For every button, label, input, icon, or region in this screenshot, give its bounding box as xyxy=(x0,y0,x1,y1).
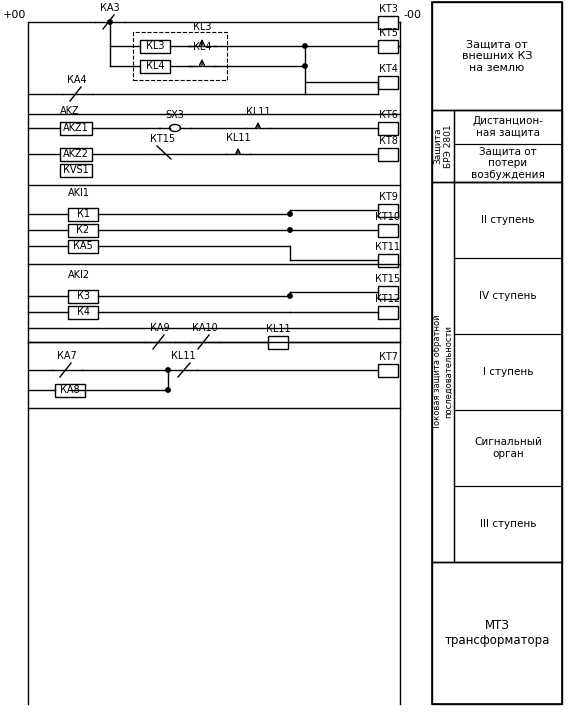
Text: АKZ1: АKZ1 xyxy=(63,123,89,133)
Text: КТ8: КТ8 xyxy=(378,136,398,147)
Bar xyxy=(378,204,398,217)
Text: II ступень: II ступень xyxy=(481,215,534,225)
Bar xyxy=(454,486,562,562)
Text: АKI1: АKI1 xyxy=(68,188,90,198)
Text: КТ3: КТ3 xyxy=(378,4,398,14)
Bar xyxy=(378,15,398,28)
Text: III ступень: III ступень xyxy=(480,519,536,529)
Bar xyxy=(432,110,562,182)
Text: КL4: КL4 xyxy=(146,61,164,71)
Text: КL4: КL4 xyxy=(193,42,211,52)
Bar xyxy=(454,110,562,144)
Text: КТ10: КТ10 xyxy=(375,212,400,222)
Bar xyxy=(68,240,98,253)
Circle shape xyxy=(288,228,292,232)
Bar xyxy=(140,59,170,72)
Text: SX3: SX3 xyxy=(165,110,185,120)
Circle shape xyxy=(166,367,170,373)
Text: КL11: КL11 xyxy=(266,324,290,334)
Text: К4: К4 xyxy=(77,307,90,317)
Text: КТ15: КТ15 xyxy=(375,274,400,284)
Bar xyxy=(60,163,92,176)
Text: КА8: КА8 xyxy=(60,385,80,395)
Bar xyxy=(378,305,398,318)
Bar xyxy=(378,121,398,134)
Bar xyxy=(68,224,98,237)
Bar xyxy=(454,410,562,486)
Text: КТ12: КТ12 xyxy=(375,295,400,305)
Bar xyxy=(378,285,398,298)
Text: К2: К2 xyxy=(77,225,90,235)
Bar xyxy=(432,2,562,110)
Bar xyxy=(268,336,288,349)
Text: КL3: КL3 xyxy=(193,22,211,32)
Text: I ступень: I ступень xyxy=(483,367,533,377)
Circle shape xyxy=(108,19,112,25)
Text: +00: +00 xyxy=(3,10,26,20)
Bar xyxy=(378,363,398,376)
Bar xyxy=(454,182,562,258)
Bar xyxy=(378,76,398,89)
Text: Токовая защита обратной
последовательности: Токовая защита обратной последовательнос… xyxy=(433,314,453,430)
Text: Защита
БРЭ 2801: Защита БРЭ 2801 xyxy=(433,124,453,168)
Text: КА10: КА10 xyxy=(192,323,218,333)
Text: АKI2: АKI2 xyxy=(68,270,90,280)
Bar xyxy=(60,147,92,160)
Bar xyxy=(378,40,398,53)
Bar xyxy=(68,207,98,220)
Text: КА4: КА4 xyxy=(67,75,87,85)
Text: К1: К1 xyxy=(77,209,90,219)
Bar xyxy=(133,32,227,80)
Text: КТ11: КТ11 xyxy=(375,243,400,253)
Text: КL11: КL11 xyxy=(171,351,195,361)
Text: АKZ2: АKZ2 xyxy=(63,149,89,159)
Circle shape xyxy=(288,212,292,216)
Text: КА9: КА9 xyxy=(150,323,170,333)
Text: -00: -00 xyxy=(403,10,421,20)
Text: К3: К3 xyxy=(77,291,90,301)
Circle shape xyxy=(303,44,307,48)
Bar xyxy=(432,2,562,704)
Bar xyxy=(68,305,98,318)
Text: КТ6: КТ6 xyxy=(378,110,398,121)
Circle shape xyxy=(166,388,170,392)
Text: КТ5: КТ5 xyxy=(378,28,398,38)
Bar xyxy=(432,562,562,704)
Bar xyxy=(55,383,85,396)
Text: КА3: КА3 xyxy=(100,3,120,13)
Bar xyxy=(378,224,398,237)
Text: КL11: КL11 xyxy=(225,133,250,143)
Text: АKZ: АKZ xyxy=(60,106,80,116)
Circle shape xyxy=(288,294,292,298)
Bar xyxy=(60,121,92,134)
Bar xyxy=(68,290,98,303)
Text: КТ9: КТ9 xyxy=(378,193,398,202)
Text: Защита от
внешних КЗ
на землю: Защита от внешних КЗ на землю xyxy=(462,40,532,73)
Text: Сигнальный
орган: Сигнальный орган xyxy=(474,438,542,458)
Circle shape xyxy=(303,64,307,68)
Text: Дистанцион-
ная защита: Дистанцион- ная защита xyxy=(473,116,544,138)
Text: Защита от
потери
возбуждения: Защита от потери возбуждения xyxy=(471,147,545,180)
Bar xyxy=(378,147,398,160)
Text: КТ7: КТ7 xyxy=(378,352,398,362)
Text: КVS1: КVS1 xyxy=(63,165,89,175)
Text: КL11: КL11 xyxy=(246,107,270,117)
Bar xyxy=(140,40,170,53)
Text: КТ15: КТ15 xyxy=(151,134,176,144)
Text: КТ4: КТ4 xyxy=(378,64,398,74)
Text: КL3: КL3 xyxy=(146,41,164,51)
Bar xyxy=(454,258,562,334)
Bar xyxy=(432,182,562,562)
Bar xyxy=(454,334,562,410)
Text: IV ступень: IV ступень xyxy=(479,291,537,301)
Text: КА5: КА5 xyxy=(73,241,93,251)
Bar xyxy=(378,253,398,266)
Text: КА7: КА7 xyxy=(57,351,77,361)
Text: МТЗ
трансформатора: МТЗ трансформатора xyxy=(444,619,550,647)
Bar xyxy=(454,144,562,182)
